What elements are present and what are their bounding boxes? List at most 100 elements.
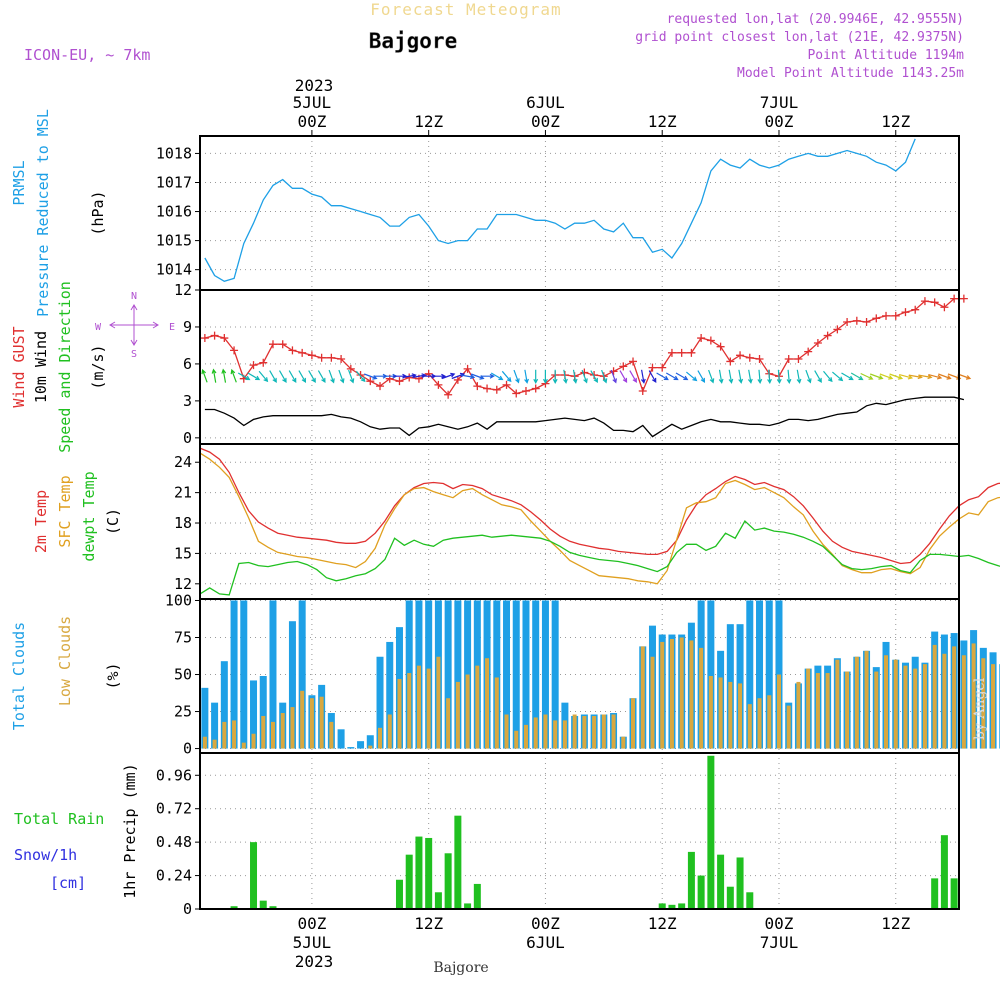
gust-marker <box>298 348 307 357</box>
gust-marker <box>882 311 891 320</box>
precip-bar <box>717 854 725 909</box>
low-cloud-bar <box>874 671 879 749</box>
gust-marker <box>259 358 268 367</box>
legend-snow: Snow/1h <box>14 846 77 864</box>
wind-direction-arrow <box>708 369 715 384</box>
wind-direction-arrow <box>832 371 844 382</box>
panel-frame <box>199 289 960 445</box>
low-cloud-bar <box>232 720 237 749</box>
precip-bar <box>415 836 423 909</box>
low-cloud-bar <box>523 724 528 749</box>
wind-direction-arrow <box>841 372 854 381</box>
low-cloud-bar <box>426 668 431 749</box>
wind-direction-arrow <box>747 369 753 384</box>
low-cloud-bar <box>679 637 684 749</box>
gust-marker <box>210 331 219 340</box>
axis-label-prmsl: PRMSL <box>10 160 28 205</box>
gust-marker <box>745 353 754 362</box>
low-cloud-bar <box>699 647 704 749</box>
wind-direction-arrow <box>869 373 884 380</box>
y-tick-label: 0 <box>183 740 192 758</box>
total-cloud-bar <box>240 600 248 749</box>
y-tick-label: 1016 <box>156 203 192 221</box>
low-cloud-bar <box>854 656 859 749</box>
compass-east: E <box>169 322 175 333</box>
low-cloud-bar <box>280 713 285 749</box>
gust-marker <box>950 294 959 303</box>
series-line-dewpt-temp <box>199 519 1000 596</box>
precip-bar <box>454 815 462 909</box>
low-cloud-bar <box>845 671 850 749</box>
wind-direction-arrow <box>648 370 657 383</box>
low-cloud-bar <box>776 674 781 749</box>
wind-direction-arrow <box>805 369 812 384</box>
wind-direction-arrow <box>697 370 706 383</box>
panel-frame <box>199 135 960 291</box>
low-cloud-bar <box>378 727 383 749</box>
total-cloud-bar <box>376 656 384 749</box>
low-cloud-bar <box>533 717 538 749</box>
unit-label-wind: (m/s) <box>89 344 107 389</box>
wind-direction-arrow <box>338 369 345 384</box>
gust-marker <box>609 367 618 376</box>
wind-direction-arrow <box>328 369 335 384</box>
low-cloud-bar <box>922 664 927 749</box>
wind-direction-arrow <box>542 369 548 384</box>
precip-bar <box>668 904 676 909</box>
precip-bar <box>395 879 403 909</box>
low-cloud-bar <box>329 721 334 749</box>
gust-marker <box>230 346 239 355</box>
y-tick-label: 21 <box>174 484 192 502</box>
total-cloud-bar <box>522 600 530 749</box>
precip-bar <box>950 878 958 909</box>
wind-direction-arrow <box>431 373 447 379</box>
wind-direction-arrow <box>656 372 669 381</box>
total-cloud-bar <box>386 641 394 749</box>
total-cloud-bar <box>288 621 296 749</box>
panel-wind: 0 3 6 9 12 Wind GUST 10m Wind Speed and Directi… <box>10 281 972 453</box>
total-cloud-bar <box>269 600 277 749</box>
panel-pressure: 1014 1015 1016 1017 1018 PRMSL Pressure Reduce… <box>10 109 960 317</box>
precip-bar <box>259 900 267 909</box>
point-altitude: Point Altitude 1194m <box>807 48 964 63</box>
precip-bar <box>434 892 442 909</box>
gust-marker <box>249 361 258 370</box>
top-date-label: 5JUL <box>293 93 332 112</box>
series-line-sfc-temp <box>199 452 1000 585</box>
gust-marker <box>716 342 725 351</box>
gust-marker <box>317 353 326 362</box>
low-cloud-bar <box>903 665 908 749</box>
wind-direction-arrow <box>355 370 366 383</box>
wind-direction-arrow <box>666 372 679 381</box>
wind-direction-arrow <box>441 372 456 380</box>
low-cloud-bar <box>932 644 937 749</box>
wind-direction-arrow <box>288 370 297 383</box>
gust-marker <box>794 354 803 363</box>
gust-marker <box>804 347 813 356</box>
total-cloud-bar <box>756 600 764 749</box>
gust-marker <box>531 384 540 393</box>
bottom-time-label: 00Z <box>297 914 326 933</box>
total-cloud-bar <box>746 600 754 749</box>
gust-marker <box>648 363 657 372</box>
total-cloud-bar <box>220 661 228 749</box>
y-tick-label: 50 <box>174 666 192 684</box>
wind-direction-arrow <box>490 372 504 381</box>
footer-location: Bajgore <box>433 960 488 976</box>
total-cloud-bar <box>366 735 374 749</box>
gust-marker <box>959 294 968 303</box>
compass-north: N <box>131 291 137 302</box>
wind-direction-arrow <box>258 370 269 383</box>
y-tick-label: 0.24 <box>156 867 192 885</box>
low-cloud-bar <box>640 646 645 749</box>
gust-marker <box>346 364 355 373</box>
wind-direction-arrow <box>581 369 588 384</box>
wind-direction-arrow <box>918 374 933 380</box>
unit-label-temperature: (C) <box>104 508 122 535</box>
gust-marker <box>434 380 443 389</box>
gust-marker <box>862 318 871 327</box>
precip-bar <box>230 906 238 909</box>
low-cloud-bar <box>757 698 762 749</box>
gust-marker <box>755 354 764 363</box>
wind-direction-arrow <box>501 370 512 383</box>
